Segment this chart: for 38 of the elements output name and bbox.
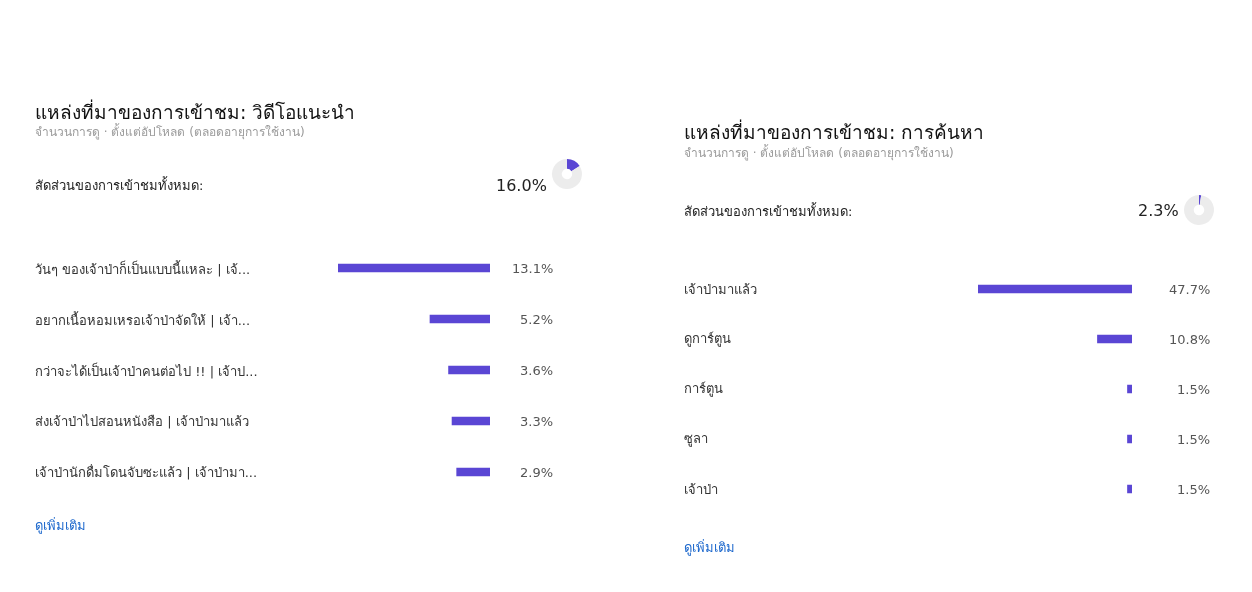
- donut-slice: [567, 159, 580, 172]
- text: จำนวนการดู · ตั้งแต่อัปโหลด (ตลอดอายุการใช้งาน): [684, 144, 954, 161]
- y-tick-label: การ์ตูน: [684, 381, 723, 397]
- data-label: 3.6%: [520, 363, 554, 378]
- chart-title: แหล่งที่มาของการเข้าชม: การค้นหา: [684, 119, 985, 143]
- donut-slice: [1199, 195, 1202, 205]
- data-label: 1.5%: [1177, 382, 1211, 397]
- bar: [448, 365, 490, 375]
- bar: [456, 467, 490, 477]
- y-tick-label: อยากเนื้อหอมเหรอเจ้าป่าจัดให้ | เจ้า...: [35, 311, 251, 328]
- text: สัดส่วนของการเข้าชมทั้งหมด:: [35, 176, 204, 193]
- bar: [451, 416, 490, 426]
- text: ดูเพิ่มเติม: [684, 539, 735, 556]
- bar: [429, 314, 490, 324]
- y-tick-label: เจ้าป่ามาแล้ว: [684, 282, 757, 297]
- y-tick-label: ส่งเจ้าป่าไปสอนหนังสือ | เจ้าป่ามาแล้ว: [35, 414, 249, 429]
- data-label: 13.1%: [512, 261, 554, 276]
- y-tick-label: เจ้าป่านักดื่มโดนจับซะแล้ว | เจ้าป่ามา...: [35, 464, 258, 480]
- text: 16.0%: [496, 176, 547, 195]
- chart-title: แหล่งที่มาของการเข้าชม: วิดีโอแนะนำ: [35, 99, 356, 123]
- data-label: 1.5%: [1177, 482, 1211, 497]
- text: ดูเพิ่มเติม: [35, 517, 86, 534]
- y-tick-label: ดูการ์ตูน: [684, 331, 731, 347]
- y-tick-label: เจ้าป่า: [684, 482, 718, 497]
- data-label: 1.5%: [1177, 432, 1211, 447]
- data-label: 47.7%: [1169, 282, 1211, 297]
- y-tick-label: กว่าจะได้เป็นเจ้าป่าคนต่อไป !! | เจ้าป...: [35, 362, 258, 379]
- data-label: 10.8%: [1169, 332, 1211, 347]
- text: จำนวนการดู · ตั้งแต่อัปโหลด (ตลอดอายุการใช้งาน): [35, 123, 305, 140]
- y-tick-label: วันๆ ของเจ้าป่าก็เป็นแบบนี้แหละ | เจ้...: [35, 260, 251, 277]
- data-label: 2.9%: [520, 465, 554, 480]
- donut-slice: [552, 159, 582, 189]
- bar: [338, 263, 490, 273]
- y-tick-label: ซูลา: [684, 431, 708, 447]
- text: 2.3%: [1138, 201, 1179, 220]
- data-label: 5.2%: [520, 312, 554, 327]
- data-label: 3.3%: [520, 414, 554, 429]
- text: สัดส่วนของการเข้าชมทั้งหมด:: [684, 202, 853, 219]
